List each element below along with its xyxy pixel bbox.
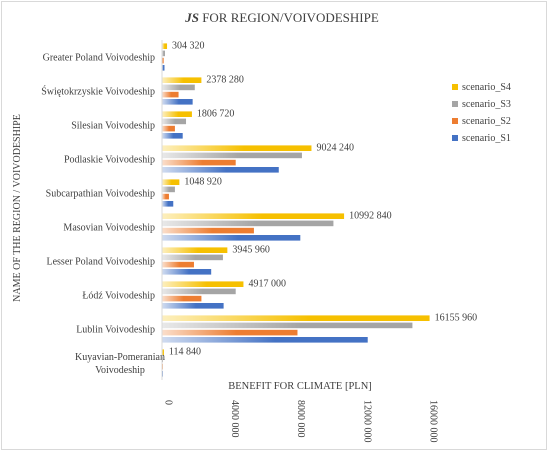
bar-greater-poland-voivodeship-scenario-s2 bbox=[162, 57, 164, 64]
category-label-subcarpathian-voivodeship: Subcarpathian Voivodeship bbox=[46, 189, 155, 200]
category-label-greater-poland-voivodeship: Greater Poland Voivodeship bbox=[43, 53, 155, 64]
bar-podlaskie-voivodeship-scenario-s2 bbox=[162, 159, 236, 166]
category-label-podlaskie-voivodeship: Podlaskie Voivodeship bbox=[64, 155, 155, 166]
x-tick-labels: 0 4000 000 8000 000 12000 000 16000 000 bbox=[163, 400, 439, 443]
category-label-wi-tokrzyskie-voivodeship: Świętokrzyskie Voivodeship bbox=[41, 86, 155, 98]
legend-swatch-scenario-s4 bbox=[452, 84, 458, 90]
x-tick-label-1: 4000 000 bbox=[229, 400, 240, 438]
data-label-lublin-voivodeship: 16155 960 bbox=[435, 313, 478, 324]
bar-lublin-voivodeship-scenario-s3 bbox=[162, 322, 413, 329]
bar-wi-tokrzyskie-voivodeship-scenario-s1 bbox=[162, 99, 193, 105]
category-label-d-voivodeship: Łódź Voivodeship bbox=[82, 291, 155, 302]
bar-podlaskie-voivodeship-scenario-s3 bbox=[162, 152, 302, 159]
bar-silesian-voivodeship-scenario-s2 bbox=[162, 125, 175, 132]
data-label-greater-poland-voivodeship: 304 320 bbox=[172, 41, 205, 52]
bar-subcarpathian-voivodeship-scenario-s2 bbox=[162, 193, 169, 200]
bar-d-voivodeship-scenario-s2 bbox=[162, 295, 202, 302]
category-labels: Greater Poland Voivodeship Świętokrzyskie… bbox=[41, 53, 165, 377]
x-axis-label: BENEFIT FOR CLIMATE [PLN] bbox=[228, 381, 372, 392]
bar-podlaskie-voivodeship-scenario-s4 bbox=[162, 145, 312, 151]
legend-label-scenario-s4: scenario_S4 bbox=[462, 82, 511, 93]
data-label-kuyavian-pomeranian-voivodeship: 114 840 bbox=[169, 347, 201, 358]
bar-silesian-voivodeship-scenario-s4 bbox=[162, 111, 192, 117]
bar-lesser-poland-voivodeship-scenario-s3 bbox=[162, 254, 223, 261]
y-axis-label: NAME OF THE REGION / VOIVODESHIPE bbox=[12, 114, 23, 302]
legend-label-scenario-s2: scenario_S2 bbox=[462, 116, 511, 127]
bar-kuyavian-pomeranian-voivodeship-scenario-s4 bbox=[162, 349, 164, 355]
bar-lublin-voivodeship-scenario-s4 bbox=[162, 315, 430, 321]
legend: scenario_S4 scenario_S3 scenario_S2scenari… bbox=[452, 82, 511, 144]
bar-d-voivodeship-scenario-s3 bbox=[162, 288, 236, 295]
bar-greater-poland-voivodeship-scenario-s3 bbox=[162, 50, 165, 57]
bar-podlaskie-voivodeship-scenario-s1 bbox=[162, 167, 279, 173]
bar-lublin-voivodeship-scenario-s2 bbox=[162, 329, 298, 336]
bar-wi-tokrzyskie-voivodeship-scenario-s3 bbox=[162, 84, 195, 91]
chart-title-suffix: FOR REGION/VOIVODESHIPE bbox=[199, 10, 379, 25]
data-label-wi-tokrzyskie-voivodeship: 2378 280 bbox=[206, 75, 244, 86]
bar-masovian-voivodeship-scenario-s1 bbox=[162, 235, 301, 241]
data-label-subcarpathian-voivodeship: 1048 920 bbox=[184, 177, 222, 188]
chart-title: JS FOR REGION/VOIVODESHIPE bbox=[184, 10, 379, 25]
bar-d-voivodeship-scenario-s1 bbox=[162, 303, 224, 309]
data-labels: 304 320 2378 280 1806 720 9024 240 1048 920 1… bbox=[169, 41, 477, 358]
x-tick-label-4: 16000 000 bbox=[428, 400, 439, 443]
data-label-lesser-poland-voivodeship: 3945 960 bbox=[232, 245, 270, 256]
x-tick-label-2: 8000 000 bbox=[295, 400, 306, 438]
category-label-kuyavian-pomeranian-voivodeship: Kuyavian-Pomeranian Voivodeship bbox=[75, 352, 165, 376]
data-label-podlaskie-voivodeship: 9024 240 bbox=[316, 143, 354, 154]
data-label-masovian-voivodeship: 10992 840 bbox=[349, 211, 392, 222]
bar-d-voivodeship-scenario-s4 bbox=[162, 281, 244, 287]
legend-label-scenario-s3: scenario_S3 bbox=[462, 99, 511, 110]
bar-wi-tokrzyskie-voivodeship-scenario-s2 bbox=[162, 91, 179, 98]
data-label-silesian-voivodeship: 1806 720 bbox=[197, 109, 235, 120]
data-label-d-voivodeship: 4917 000 bbox=[248, 279, 286, 290]
category-label-silesian-voivodeship: Silesian Voivodeship bbox=[71, 121, 155, 132]
bar-silesian-voivodeship-scenario-s3 bbox=[162, 118, 187, 125]
bar-subcarpathian-voivodeship-scenario-s4 bbox=[162, 179, 180, 185]
bar-masovian-voivodeship-scenario-s2 bbox=[162, 227, 254, 234]
x-tick-label-0: 0 bbox=[163, 400, 174, 405]
bar-subcarpathian-voivodeship-scenario-s1 bbox=[162, 201, 174, 207]
bar-lesser-poland-voivodeship-scenario-s1 bbox=[162, 269, 212, 275]
legend-swatch-scenario-s1 bbox=[452, 135, 458, 141]
bar-lesser-poland-voivodeship-scenario-s4 bbox=[162, 247, 228, 253]
legend-label-scenario-s1: scenario_S1 bbox=[462, 133, 511, 144]
legend-swatch-scenario-s3 bbox=[452, 101, 458, 107]
bar-greater-poland-voivodeship-scenario-s4 bbox=[162, 43, 168, 49]
category-label-lublin-voivodeship: Lublin Voivodeship bbox=[76, 325, 155, 336]
bar-masovian-voivodeship-scenario-s4 bbox=[162, 213, 345, 219]
bar-greater-poland-voivodeship-scenario-s1 bbox=[162, 65, 165, 71]
x-tick-label-3: 12000 000 bbox=[361, 400, 372, 443]
chart-title-prefix: JS bbox=[184, 10, 199, 25]
bars-layer bbox=[162, 43, 430, 377]
bar-wi-tokrzyskie-voivodeship-scenario-s4 bbox=[162, 77, 202, 83]
bar-lublin-voivodeship-scenario-s1 bbox=[162, 337, 368, 343]
legend-swatch-scenario-s2 bbox=[452, 118, 458, 124]
bar-subcarpathian-voivodeship-scenario-s3 bbox=[162, 186, 175, 193]
category-label-lesser-poland-voivodeship: Lesser Poland Voivodeship bbox=[46, 257, 155, 268]
bar-masovian-voivodeship-scenario-s3 bbox=[162, 220, 334, 227]
bar-silesian-voivodeship-scenario-s1 bbox=[162, 133, 183, 139]
category-label-masovian-voivodeship: Masovian Voivodeship bbox=[63, 223, 155, 234]
bar-lesser-poland-voivodeship-scenario-s2 bbox=[162, 261, 194, 268]
